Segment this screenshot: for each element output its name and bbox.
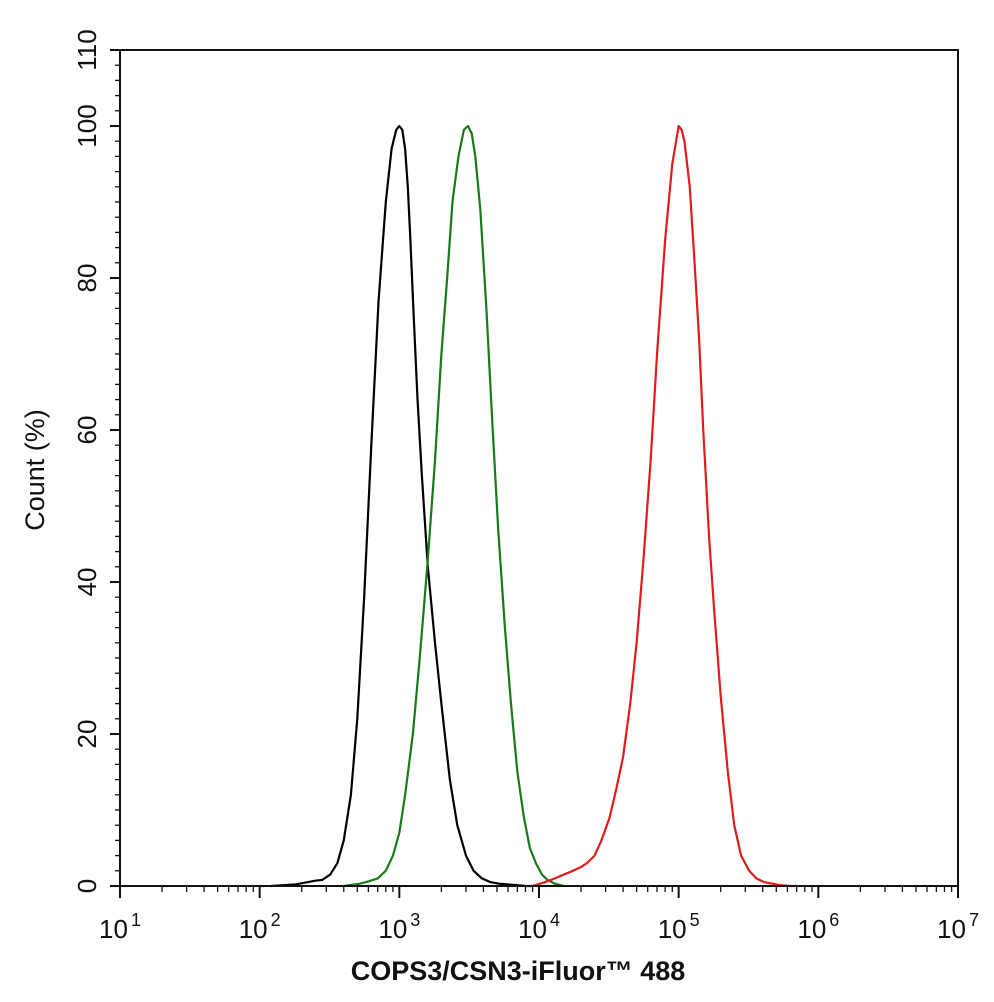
x-tick-base: 10	[378, 914, 407, 944]
plot-frame-layer	[119, 49, 959, 887]
x-tick-label: 10 6	[797, 910, 839, 944]
x-tick-label: 10 7	[937, 910, 979, 944]
series-line-3	[532, 124, 797, 888]
x-tick-base: 10	[797, 914, 826, 944]
x-tick-label: 10 5	[658, 910, 700, 944]
x-tick-exponent: 6	[829, 910, 839, 930]
x-tick-exponent: 7	[969, 910, 979, 930]
x-tick-base: 10	[239, 914, 268, 944]
x-tick-exponent: 1	[131, 910, 141, 930]
series-line-2	[343, 124, 564, 888]
x-tick-base: 10	[518, 914, 547, 944]
y-tick-label: 0	[72, 879, 102, 893]
x-tick-exponent: 4	[550, 910, 560, 930]
x-tick-base: 10	[937, 914, 966, 944]
x-tick-label: 10 1	[99, 910, 141, 944]
x-tick-base: 10	[658, 914, 687, 944]
y-axis-label: Count (%)	[20, 409, 50, 531]
x-tick-label: 10 2	[239, 910, 281, 944]
y-tick-label: 110	[72, 29, 102, 70]
y-tick-label: 20	[72, 720, 102, 749]
y-tick-label: 100	[72, 104, 102, 147]
x-tick-exponent: 3	[410, 910, 420, 930]
x-axis-label: COPS3/CSN3-iFluor™ 488	[351, 956, 686, 986]
y-tick-label: 40	[72, 568, 102, 597]
y-tick-label: 80	[72, 264, 102, 293]
y-tick-label: 60	[72, 416, 102, 445]
x-tick-exponent: 5	[690, 910, 700, 930]
x-tick-base: 10	[99, 914, 128, 944]
x-tick-label: 10 4	[518, 910, 560, 944]
plot-border	[119, 49, 959, 887]
series-layer	[270, 124, 797, 888]
x-tick-label: 10 3	[378, 910, 420, 944]
x-tick-exponent: 2	[271, 910, 281, 930]
series-line-1	[270, 124, 533, 888]
